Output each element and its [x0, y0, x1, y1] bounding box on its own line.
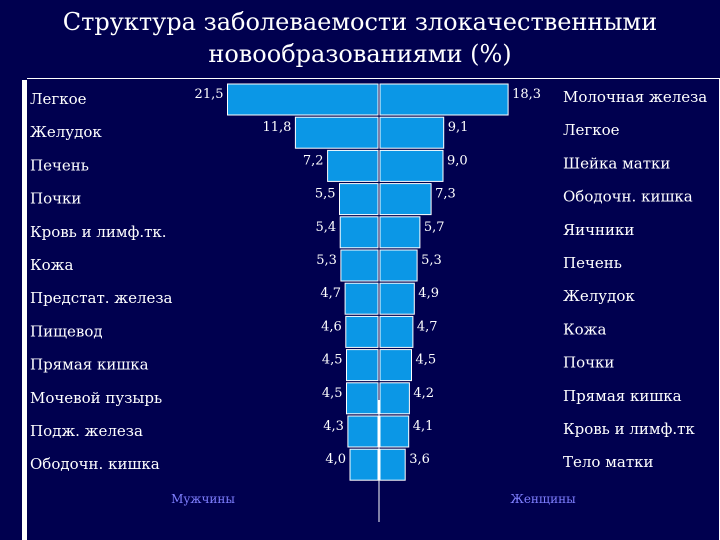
chart-title-line-1: Структура заболеваемости злокачественным…	[62, 8, 658, 36]
value-label-women-2: 9,0	[447, 153, 468, 168]
bar-men-1	[294, 116, 379, 149]
bar-women-0	[379, 83, 509, 116]
value-label-men-8: 4,5	[322, 353, 343, 368]
bar-men-0	[227, 83, 379, 116]
category-label-women-2: Шейка матки	[563, 154, 670, 172]
value-label-men-6: 4,7	[320, 286, 341, 301]
value-label-women-0: 18,3	[512, 87, 541, 102]
value-label-women-11: 3,6	[409, 452, 430, 467]
category-label-women-3: Ободочн. кишка	[563, 188, 693, 206]
category-label-men-1: Желудок	[30, 123, 102, 141]
series-label-women: Женщины	[510, 492, 576, 506]
bar-men-5	[340, 249, 379, 282]
value-label-men-7: 4,6	[321, 319, 342, 334]
category-label-men-10: Подж. железа	[30, 422, 143, 440]
category-label-men-0: Легкое	[30, 90, 87, 108]
value-label-men-11: 4,0	[325, 452, 346, 467]
bar-men-9	[346, 382, 379, 415]
value-label-women-8: 4,5	[416, 353, 437, 368]
value-label-men-5: 5,3	[316, 253, 337, 268]
category-label-men-5: Кожа	[30, 256, 73, 274]
category-label-women-11: Тело матки	[563, 453, 654, 471]
bar-men-6	[344, 282, 379, 315]
value-label-women-10: 4,1	[413, 419, 434, 434]
category-label-men-9: Мочевой пузырь	[30, 389, 162, 407]
value-label-women-6: 4,9	[418, 286, 439, 301]
category-label-women-6: Желудок	[563, 287, 635, 305]
bar-women-11	[379, 448, 406, 481]
value-label-women-4: 5,7	[424, 220, 445, 235]
category-label-women-4: Яичники	[563, 221, 634, 239]
value-label-women-3: 7,3	[435, 187, 456, 202]
bar-women-10	[379, 415, 410, 448]
series-label-men: Мужчины	[171, 492, 235, 506]
category-label-men-2: Печень	[30, 156, 89, 174]
value-label-women-5: 5,3	[421, 253, 442, 268]
category-label-women-7: Кожа	[563, 320, 606, 338]
value-label-women-9: 4,2	[413, 386, 434, 401]
value-label-men-0: 21,5	[195, 87, 224, 102]
value-label-women-1: 9,1	[448, 120, 469, 135]
chart-title-line-2: новообразованиями (%)	[208, 40, 512, 68]
bar-women-4	[379, 216, 421, 249]
value-label-women-7: 4,7	[417, 319, 438, 334]
bar-men-11	[349, 448, 379, 481]
bar-men-4	[339, 216, 379, 249]
chart-title: Структура заболеваемости злокачественным…	[0, 6, 720, 70]
category-label-men-7: Пищевод	[30, 322, 103, 340]
left-frame-border	[22, 80, 27, 540]
bar-men-8	[346, 349, 379, 382]
category-label-men-8: Прямая кишка	[30, 356, 149, 374]
category-label-women-9: Прямая кишка	[563, 387, 682, 405]
value-label-men-4: 5,4	[316, 220, 337, 235]
bar-men-7	[345, 315, 379, 348]
value-label-men-1: 11,8	[262, 120, 291, 135]
category-label-women-8: Почки	[563, 354, 614, 372]
value-label-men-3: 5,5	[315, 187, 336, 202]
category-label-women-10: Кровь и лимф.тк	[563, 420, 695, 438]
category-label-women-5: Печень	[563, 254, 622, 272]
bar-women-3	[379, 183, 432, 216]
value-label-men-10: 4,3	[323, 419, 344, 434]
category-label-men-6: Предстат. железа	[30, 289, 173, 307]
value-label-men-2: 7,2	[303, 153, 324, 168]
bar-men-10	[347, 415, 379, 448]
bar-women-8	[379, 349, 412, 382]
category-label-women-0: Молочная железа	[563, 88, 707, 106]
category-label-men-3: Почки	[30, 190, 81, 208]
bar-women-2	[379, 149, 444, 182]
bar-women-7	[379, 315, 414, 348]
bar-women-1	[379, 116, 445, 149]
value-label-men-9: 4,5	[322, 386, 343, 401]
bar-men-3	[339, 183, 379, 216]
bar-women-6	[379, 282, 415, 315]
bar-women-5	[379, 249, 418, 282]
category-label-men-11: Ободочн. кишка	[30, 455, 160, 473]
bar-women-9	[379, 382, 410, 415]
category-label-men-4: Кровь и лимф.тк.	[30, 223, 167, 241]
category-label-women-1: Легкое	[563, 121, 620, 139]
bar-men-2	[327, 149, 379, 182]
